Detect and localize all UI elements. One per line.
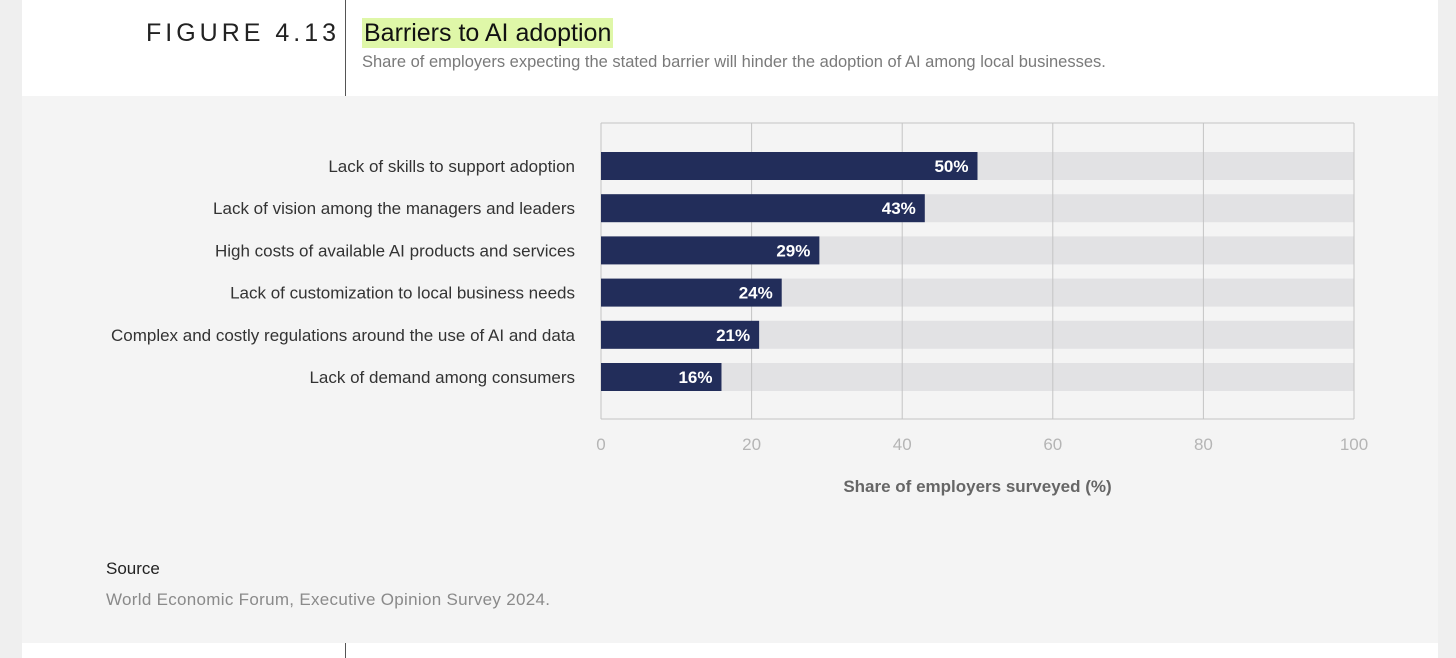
bar-value-label: 21% <box>716 326 750 345</box>
bar <box>601 152 978 180</box>
bar <box>601 320 760 349</box>
bar-value-label: 24% <box>739 284 773 303</box>
category-label: Lack of customization to local business … <box>230 284 575 303</box>
bar-value-label: 16% <box>678 368 712 387</box>
figure-title: Barriers to AI adoption <box>362 18 614 48</box>
category-label: Lack of skills to support adoption <box>328 157 575 176</box>
bar-value-label: 43% <box>882 199 916 218</box>
category-label: Lack of vision among the managers and le… <box>213 199 575 218</box>
next-figure-header <box>22 643 1438 658</box>
bar-value-label: 29% <box>776 241 810 260</box>
x-tick-label: 0 <box>596 435 605 454</box>
category-label: High costs of available AI products and … <box>215 241 575 260</box>
x-tick-label: 20 <box>742 435 761 454</box>
bar-track <box>601 363 1354 391</box>
x-tick-label: 80 <box>1194 435 1213 454</box>
bar <box>601 236 820 265</box>
bar-value-label: 50% <box>934 157 968 176</box>
next-header-divider <box>345 643 346 658</box>
bar <box>601 278 782 307</box>
category-label: Lack of demand among consumers <box>309 368 575 387</box>
source-text: World Economic Forum, Executive Opinion … <box>106 590 551 609</box>
x-axis-title: Share of employers surveyed (%) <box>843 477 1111 496</box>
figure-header <box>22 0 1438 96</box>
figure-number: FIGURE 4.13 <box>146 19 341 47</box>
figure-subtitle: Share of employers expecting the stated … <box>362 53 1106 71</box>
x-tick-label: 60 <box>1043 435 1062 454</box>
bar <box>601 363 722 391</box>
source-label: Source <box>106 559 160 578</box>
x-tick-label: 100 <box>1340 435 1368 454</box>
x-tick-label: 40 <box>893 435 912 454</box>
header-divider <box>345 0 346 96</box>
bar <box>601 194 925 223</box>
category-label: Complex and costly regulations around th… <box>111 326 576 345</box>
